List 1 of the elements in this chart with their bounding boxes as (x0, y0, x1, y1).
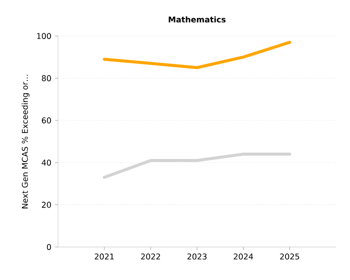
line-series (102, 40, 292, 70)
